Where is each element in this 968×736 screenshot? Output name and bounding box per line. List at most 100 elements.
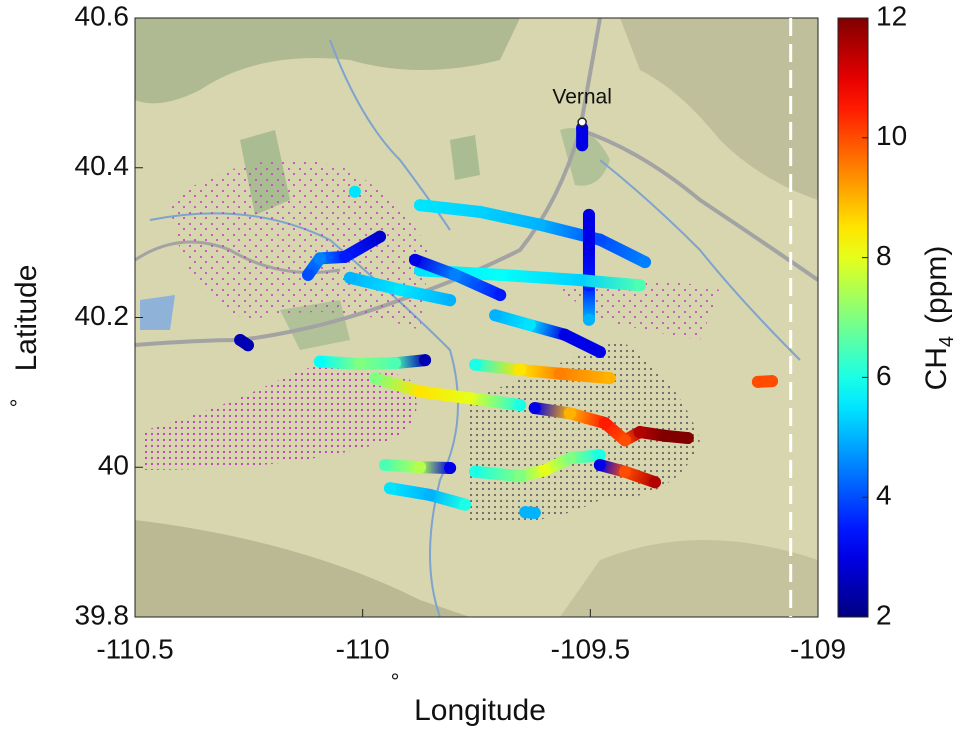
colorbar-tick-label: 10 <box>876 120 907 151</box>
colorbar-tick-label: 2 <box>876 599 892 630</box>
track-point <box>339 251 351 263</box>
track-point <box>766 375 778 387</box>
y-tick-label: 40.4 <box>75 150 130 181</box>
track-point <box>583 209 595 221</box>
track-point <box>389 357 401 369</box>
track-segment <box>390 488 430 495</box>
track-point <box>419 354 431 366</box>
track-point <box>444 294 456 306</box>
map-figure: ° Longitude ° Latitude CH4 (ppm) -110.5 -1… <box>0 0 968 731</box>
track-point <box>474 206 486 218</box>
track-segment <box>420 205 480 212</box>
track-point <box>604 372 616 384</box>
track-point <box>649 476 661 488</box>
track-point <box>594 459 606 471</box>
track-point <box>534 219 546 231</box>
colorbar <box>838 18 868 617</box>
track-point <box>619 434 631 446</box>
track-point <box>514 364 526 376</box>
track-segment <box>580 280 640 285</box>
y-axis-unit: ° <box>6 399 31 408</box>
track-point <box>494 269 506 281</box>
track-point <box>449 269 461 281</box>
track-point <box>424 489 436 501</box>
track-point <box>634 279 646 291</box>
track-point <box>242 339 254 351</box>
track-point <box>682 432 694 444</box>
track-point <box>464 392 476 404</box>
track-point <box>489 309 501 321</box>
x-axis-unit: ° <box>391 669 400 694</box>
annotation-label: Vernal <box>552 86 612 109</box>
track-segment <box>420 392 470 399</box>
track-point <box>619 466 631 478</box>
y-tick-label: 40 <box>98 450 129 481</box>
track-segment <box>560 374 610 379</box>
track-point <box>539 464 551 476</box>
track-point <box>374 231 386 243</box>
colorbar-label-main: CH <box>920 347 953 390</box>
track-point <box>594 234 606 246</box>
track-segment <box>475 365 520 370</box>
y-axis-label: Latitude <box>10 265 43 372</box>
track-point <box>414 386 426 398</box>
track-point <box>414 199 426 211</box>
track-point <box>314 356 326 368</box>
colorbar-tick-label: 6 <box>876 360 892 391</box>
track-point <box>574 274 586 286</box>
track-point <box>469 359 481 371</box>
x-tick-label: -110 <box>336 633 390 664</box>
track-point <box>379 459 391 471</box>
track-point <box>634 426 646 438</box>
track-segment <box>320 362 360 364</box>
colorbar-label: CH4 (ppm) <box>920 246 958 391</box>
colorbar-label-unit: (ppm) <box>920 246 953 324</box>
track-point <box>594 346 606 358</box>
track-point <box>564 407 576 419</box>
track-point <box>469 466 481 478</box>
track-segment <box>500 275 580 280</box>
track-point <box>354 358 366 370</box>
annotation-marker <box>578 118 586 126</box>
track-point <box>394 284 406 296</box>
track-point <box>524 319 536 331</box>
track-point <box>514 399 526 411</box>
track-point <box>459 499 471 511</box>
track-point <box>349 186 361 198</box>
track-point <box>583 244 595 256</box>
x-tick-label: -110.5 <box>96 633 173 664</box>
track-point <box>344 272 356 284</box>
track-point <box>444 462 456 474</box>
track-point <box>409 254 421 266</box>
track-point <box>752 376 764 388</box>
basemap <box>135 18 818 617</box>
colorbar-label-sub: 4 <box>936 336 958 347</box>
track-point <box>494 289 506 301</box>
track-segment <box>470 398 520 405</box>
track-point <box>302 269 314 281</box>
x-tick-label: -109.5 <box>551 633 630 664</box>
track-point <box>414 461 426 473</box>
y-tick-label: 40.2 <box>75 300 130 331</box>
track-point <box>583 314 595 326</box>
track-point <box>314 252 326 264</box>
y-tick-label: 40.6 <box>75 0 130 31</box>
track-segment <box>475 472 520 477</box>
track-point <box>564 452 576 464</box>
y-tick-label: 39.8 <box>75 599 130 630</box>
track-point <box>659 430 671 442</box>
track-point <box>559 329 571 341</box>
x-tick-label: -109 <box>790 633 846 664</box>
track-point <box>369 372 381 384</box>
colorbar-tick-label: 12 <box>876 0 907 31</box>
x-axis-label: Longitude <box>414 694 546 727</box>
track-point <box>599 417 611 429</box>
track-point <box>529 507 541 519</box>
track-point <box>576 139 588 151</box>
track-point <box>639 256 651 268</box>
colorbar-tick-label: 8 <box>876 240 892 271</box>
track-point <box>384 482 396 494</box>
track-point <box>514 470 526 482</box>
track-point <box>529 402 541 414</box>
track-point <box>554 368 566 380</box>
